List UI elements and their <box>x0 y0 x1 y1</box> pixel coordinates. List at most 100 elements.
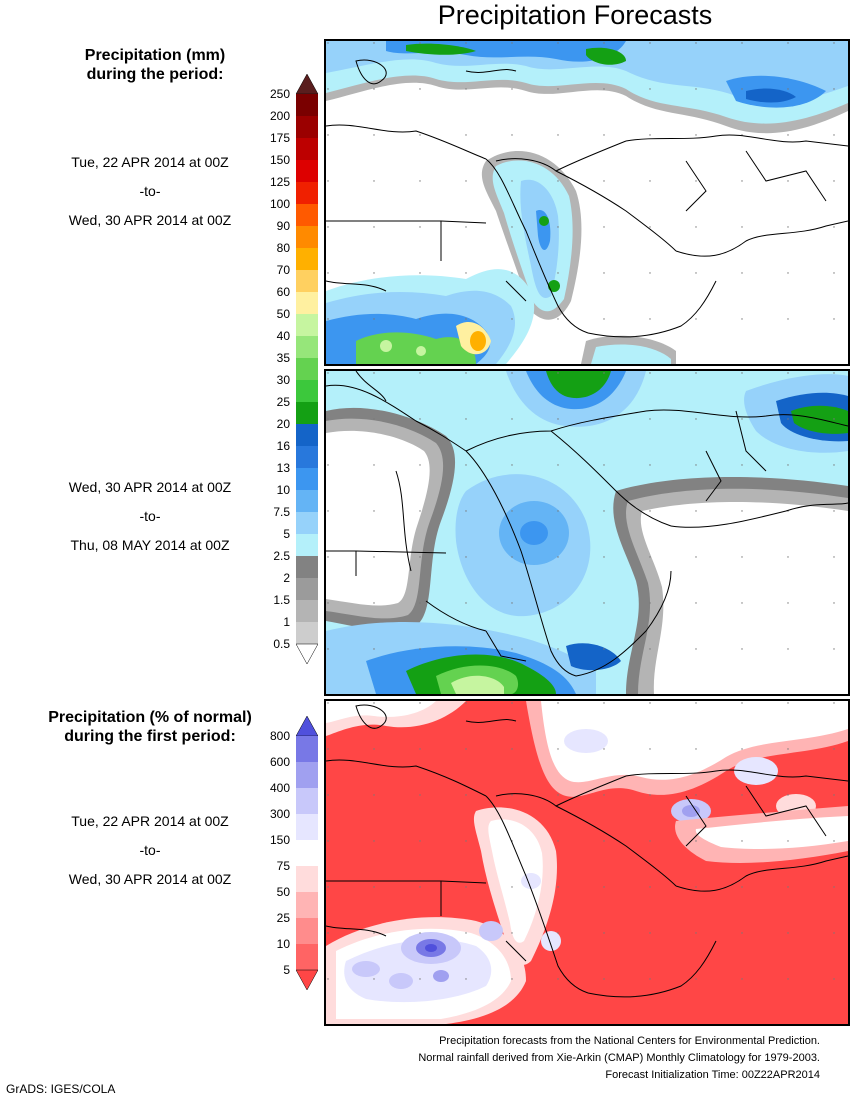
credit-line-3: Forecast Initialization Time: 00Z22APR20… <box>605 1069 820 1081</box>
scale-swatch <box>296 840 318 866</box>
credits: Precipitation forecasts from the Nationa… <box>260 1033 820 1084</box>
scale-swatch <box>296 622 318 644</box>
scale-swatch <box>296 314 318 336</box>
scale-swatch <box>296 814 318 840</box>
scale-label: 0.5 <box>273 637 290 651</box>
scale-label: 50 <box>276 307 290 321</box>
scale-swatch <box>296 578 318 600</box>
scale-swatch <box>296 336 318 358</box>
period-2-end: Thu, 08 MAY 2014 at 00Z <box>70 537 230 553</box>
precip-map-period-2 <box>326 371 848 694</box>
pct-legend-header: Precipitation (% of normal) during the f… <box>20 708 280 746</box>
period-3-start: Tue, 22 APR 2014 at 00Z <box>71 813 229 829</box>
percent-normal-map <box>326 701 848 1024</box>
scale-label: 600 <box>269 755 290 769</box>
scale-label: 7.5 <box>273 505 290 519</box>
pct-header-line1: Precipitation (% of normal) <box>48 709 252 726</box>
scale-label: 80 <box>276 241 290 255</box>
scale-label: 10 <box>276 937 290 951</box>
pct-header-line2: during the first period: <box>64 728 236 745</box>
period-1-to: -to- <box>139 183 161 199</box>
mm-color-scale <box>296 74 318 664</box>
period-2-start: Wed, 30 APR 2014 at 00Z <box>68 479 232 495</box>
scale-label: 40 <box>276 329 290 343</box>
scale-swatch <box>296 94 318 116</box>
page-title: Precipitation Forecasts <box>437 0 713 30</box>
scale-swatch <box>296 380 318 402</box>
scale-swatch <box>296 138 318 160</box>
mm-legend-header: Precipitation (mm) during the period: <box>40 46 270 84</box>
scale-label: 60 <box>276 285 290 299</box>
pct-color-scale <box>296 716 318 990</box>
scale-swatch <box>296 762 318 788</box>
scale-top-arrow <box>296 74 318 95</box>
scale-swatch <box>296 116 318 138</box>
scale-swatch <box>296 600 318 622</box>
scale-swatch <box>296 788 318 814</box>
scale-label: 2.5 <box>273 549 290 563</box>
scale-label: 30 <box>276 373 290 387</box>
scale-label: 150 <box>269 833 290 847</box>
scale-swatch <box>296 402 318 424</box>
mm-header-line2: during the period: <box>86 66 224 83</box>
scale-label: 400 <box>269 781 290 795</box>
software-credit: GrADS: IGES/COLA <box>6 1082 116 1096</box>
scale-label: 75 <box>276 859 290 873</box>
period-1-end: Wed, 30 APR 2014 at 00Z <box>68 212 232 228</box>
period-3-label: Tue, 22 APR 2014 at 00Z -to- Wed, 30 APR… <box>0 812 300 888</box>
scale-label: 25 <box>276 911 290 925</box>
scale-label: 50 <box>276 885 290 899</box>
scale-swatch <box>296 736 318 762</box>
scale-swatch <box>296 892 318 918</box>
scale-label: 16 <box>276 439 290 453</box>
scale-bottom-arrow <box>296 643 318 664</box>
scale-label: 175 <box>269 131 290 145</box>
scale-label: 125 <box>269 175 290 189</box>
scale-swatch <box>296 182 318 204</box>
scale-swatch <box>296 358 318 380</box>
scale-swatch <box>296 490 318 512</box>
scale-swatch <box>296 292 318 314</box>
period-1-start: Tue, 22 APR 2014 at 00Z <box>71 154 229 170</box>
scale-swatch <box>296 918 318 944</box>
scale-label: 800 <box>269 729 290 743</box>
scale-label: 70 <box>276 263 290 277</box>
credit-line-1: Precipitation forecasts from the Nationa… <box>439 1035 820 1047</box>
scale-swatch <box>296 204 318 226</box>
scale-label: 1.5 <box>273 593 290 607</box>
scale-swatch <box>296 556 318 578</box>
scale-label: 20 <box>276 417 290 431</box>
scale-label: 90 <box>276 219 290 233</box>
scale-swatch <box>296 160 318 182</box>
scale-label: 5 <box>283 527 290 541</box>
period-3-to: -to- <box>139 842 161 858</box>
credit-line-2: Normal rainfall derived from Xie-Arkin (… <box>418 1052 820 1064</box>
scale-swatch <box>296 512 318 534</box>
scale-label: 13 <box>276 461 290 475</box>
scale-swatch <box>296 270 318 292</box>
scale-label: 35 <box>276 351 290 365</box>
scale-swatch <box>296 944 318 970</box>
mm-header-line1: Precipitation (mm) <box>84 47 226 64</box>
scale-label: 1 <box>283 615 290 629</box>
period-2-to: -to- <box>139 508 161 524</box>
scale-label: 150 <box>269 153 290 167</box>
scale-label: 5 <box>283 963 290 977</box>
period-3-end: Wed, 30 APR 2014 at 00Z <box>68 871 232 887</box>
scale-label: 100 <box>269 197 290 211</box>
period-2-label: Wed, 30 APR 2014 at 00Z -to- Thu, 08 MAY… <box>0 478 300 554</box>
period-1-label: Tue, 22 APR 2014 at 00Z -to- Wed, 30 APR… <box>0 153 300 229</box>
scale-swatch <box>296 226 318 248</box>
scale-swatch <box>296 446 318 468</box>
scale-label: 250 <box>269 87 290 101</box>
scale-label: 200 <box>269 109 290 123</box>
scale-swatch <box>296 534 318 556</box>
scale-bottom-arrow <box>296 969 318 990</box>
scale-swatch <box>296 866 318 892</box>
scale-swatch <box>296 248 318 270</box>
map-panel-percent-normal <box>324 699 850 1026</box>
scale-label: 25 <box>276 395 290 409</box>
precip-map-period-1 <box>326 41 848 364</box>
scale-label: 10 <box>276 483 290 497</box>
scale-label: 2 <box>283 571 290 585</box>
